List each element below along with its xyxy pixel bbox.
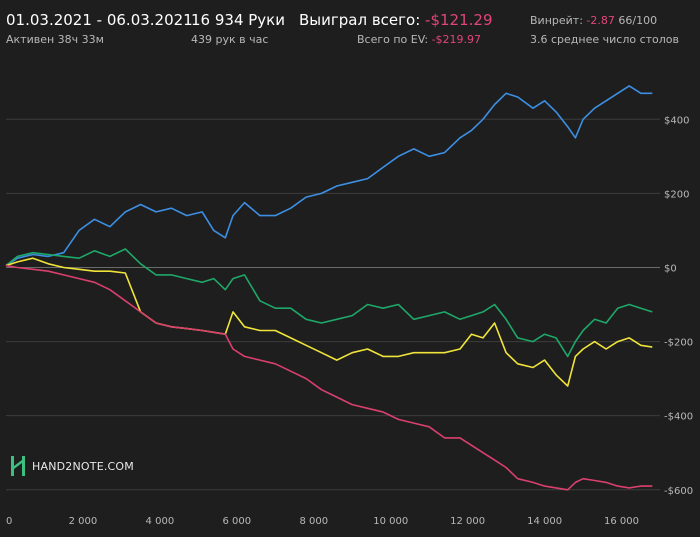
hand2note-logo-text: HAND2NOTE.COM	[32, 459, 134, 473]
won-total: Выиграл всего: -$121.29	[299, 11, 493, 29]
series-line-2	[5, 257, 653, 387]
y-tick-label: $0	[664, 263, 677, 274]
x-tick-label: 0	[6, 516, 12, 527]
y-tick-label: -$200	[664, 338, 693, 349]
series-line-3	[5, 264, 653, 491]
x-tick-label: 2 000	[69, 516, 98, 527]
x-tick-label: 14 000	[527, 516, 562, 527]
chart-series	[5, 85, 653, 491]
won-value: -$121.29	[425, 11, 493, 29]
x-tick-label: 12 000	[450, 516, 485, 527]
x-tick-label: 10 000	[373, 516, 408, 527]
winrate: Винрейт: -2.87 66/100	[530, 14, 657, 27]
x-tick-label: 16 000	[604, 516, 639, 527]
x-tick-label: 6 000	[223, 516, 252, 527]
active-time: Активен 38ч 33м	[6, 33, 104, 46]
date-range: 01.03.2021 - 06.03.2021	[6, 11, 193, 29]
x-axis: 0 2 000 4 000 6 000 8 000 10 000 12 000 14 000 1…	[6, 516, 639, 527]
ev-total: Всего по EV: -$219.97	[357, 33, 481, 46]
winrate-value: -2.87	[586, 14, 615, 27]
y-tick-label: $400	[664, 115, 689, 126]
series-line-1	[5, 248, 653, 358]
hands-count: 16 934 Руки	[191, 11, 285, 29]
series-line-0	[5, 85, 653, 267]
x-tick-label: 8 000	[299, 516, 328, 527]
ev-label: Всего по EV:	[357, 33, 429, 46]
avg-tables: 3.6 среднее число столов	[530, 33, 679, 46]
y-axis: $400 $200 $0 -$200 -$400 -$600	[664, 115, 693, 496]
chart-grid	[6, 118, 660, 491]
x-tick-label: 4 000	[146, 516, 175, 527]
hands-per-hour: 439 рук в час	[191, 33, 269, 46]
winrate-label: Винрейт:	[530, 14, 583, 27]
hand2note-logo-icon	[11, 456, 25, 476]
hand2note-logo: HAND2NOTE.COM	[10, 455, 134, 477]
y-tick-label: -$400	[664, 412, 693, 423]
y-tick-label: $200	[664, 189, 689, 200]
ev-value: -$219.97	[431, 33, 482, 46]
y-tick-label: -$600	[664, 486, 693, 497]
winrate-unit: 66/100	[618, 14, 658, 27]
won-label: Выиграл всего:	[299, 11, 421, 29]
